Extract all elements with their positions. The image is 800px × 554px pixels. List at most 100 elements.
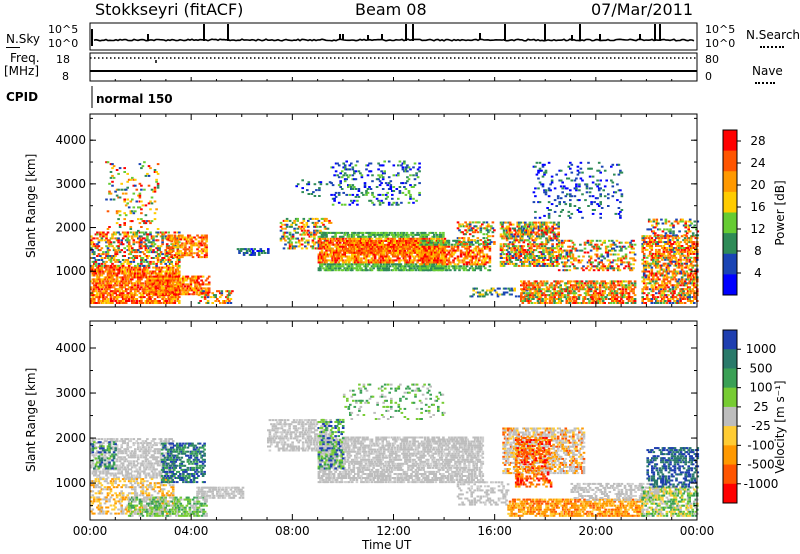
power-cell — [320, 243, 324, 246]
power-cell — [118, 270, 122, 273]
power-cell — [473, 247, 476, 250]
power-cell — [197, 281, 200, 284]
power-cell — [358, 245, 361, 248]
power-cell — [362, 241, 366, 244]
power-cell — [171, 283, 174, 286]
power-cell — [433, 255, 436, 258]
power-cell — [191, 256, 195, 259]
power-cell — [178, 302, 181, 304]
power-cell — [364, 269, 368, 272]
power-cell — [433, 265, 436, 268]
power-cell — [170, 268, 173, 271]
power-cell — [188, 246, 192, 249]
power-cell — [97, 268, 101, 271]
power-cell — [333, 193, 336, 196]
power-cell — [420, 263, 423, 266]
x-axis-title: Time UT — [362, 538, 412, 552]
power-cell — [400, 243, 404, 246]
power-cell — [491, 231, 495, 234]
power-cell — [467, 245, 470, 248]
power-cell — [502, 237, 506, 240]
power-cell — [479, 239, 483, 242]
power-cell — [319, 253, 322, 256]
power-cell — [103, 264, 107, 267]
power-cell — [424, 253, 428, 256]
power-cell — [367, 243, 371, 246]
power-cell — [150, 282, 154, 285]
power-cell — [117, 247, 120, 250]
power-cell — [393, 255, 397, 258]
power-cell — [296, 183, 300, 186]
power-cell — [109, 266, 113, 269]
power-cell — [317, 259, 321, 262]
power-cell — [444, 241, 448, 244]
power-cell — [143, 233, 146, 236]
power-cell — [124, 302, 128, 304]
power-cell — [178, 264, 181, 267]
power-cell — [426, 249, 429, 252]
power-cell — [91, 268, 95, 271]
power-cell — [251, 253, 255, 256]
power-cell — [282, 231, 286, 234]
power-cell — [416, 168, 420, 171]
power-cell — [331, 265, 334, 268]
power-cell — [333, 174, 336, 177]
power-cell — [195, 293, 199, 296]
power-cell — [194, 285, 197, 288]
power-cell — [519, 239, 523, 242]
power-cell — [533, 221, 536, 224]
power-cell — [388, 247, 391, 250]
power-cell — [317, 239, 321, 242]
power-cell — [147, 165, 151, 168]
power-cell — [351, 237, 354, 240]
power-cell — [404, 259, 407, 262]
power-cell — [370, 240, 373, 242]
power-cell — [368, 247, 372, 250]
power-cell — [141, 302, 145, 304]
power-cell — [317, 261, 321, 264]
power-cell — [293, 229, 296, 232]
power-cell — [372, 259, 375, 262]
power-cell — [537, 245, 541, 248]
power-cell — [338, 263, 342, 266]
power-cell — [106, 276, 110, 279]
power-cell — [337, 231, 340, 234]
power-cell — [111, 257, 114, 259]
power-cell — [134, 272, 137, 275]
power-cell — [111, 274, 114, 277]
power-cell — [192, 289, 196, 292]
power-cell — [517, 257, 521, 259]
power-cell — [420, 241, 423, 244]
power-cell — [420, 245, 423, 248]
power-cell — [191, 287, 194, 290]
power-cell — [354, 255, 357, 258]
power-cell — [111, 266, 114, 269]
power-cell — [511, 245, 515, 248]
power-cell — [410, 265, 413, 268]
power-cell — [362, 245, 366, 248]
power-cell — [161, 259, 164, 261]
power-cell — [90, 241, 93, 244]
power-cell — [527, 257, 530, 259]
power-cell — [144, 245, 148, 248]
power-cell — [199, 300, 202, 302]
power-cell — [156, 302, 160, 304]
power-cell — [239, 250, 243, 252]
power-cell — [131, 282, 134, 285]
power-cell — [105, 264, 108, 267]
power-cell — [159, 266, 163, 269]
power-cell — [373, 263, 377, 266]
power-cell — [322, 235, 325, 238]
power-cell — [521, 239, 524, 242]
power-cell — [317, 219, 321, 222]
power-cell — [299, 243, 302, 246]
power-cell — [165, 270, 169, 273]
power-cell — [174, 289, 178, 292]
power-cell — [152, 282, 155, 285]
power-cell — [173, 296, 177, 299]
power-cell — [502, 291, 506, 294]
power-cell — [93, 278, 96, 281]
power-cell — [323, 231, 327, 234]
power-cell — [344, 231, 348, 234]
power-cell — [123, 302, 126, 304]
